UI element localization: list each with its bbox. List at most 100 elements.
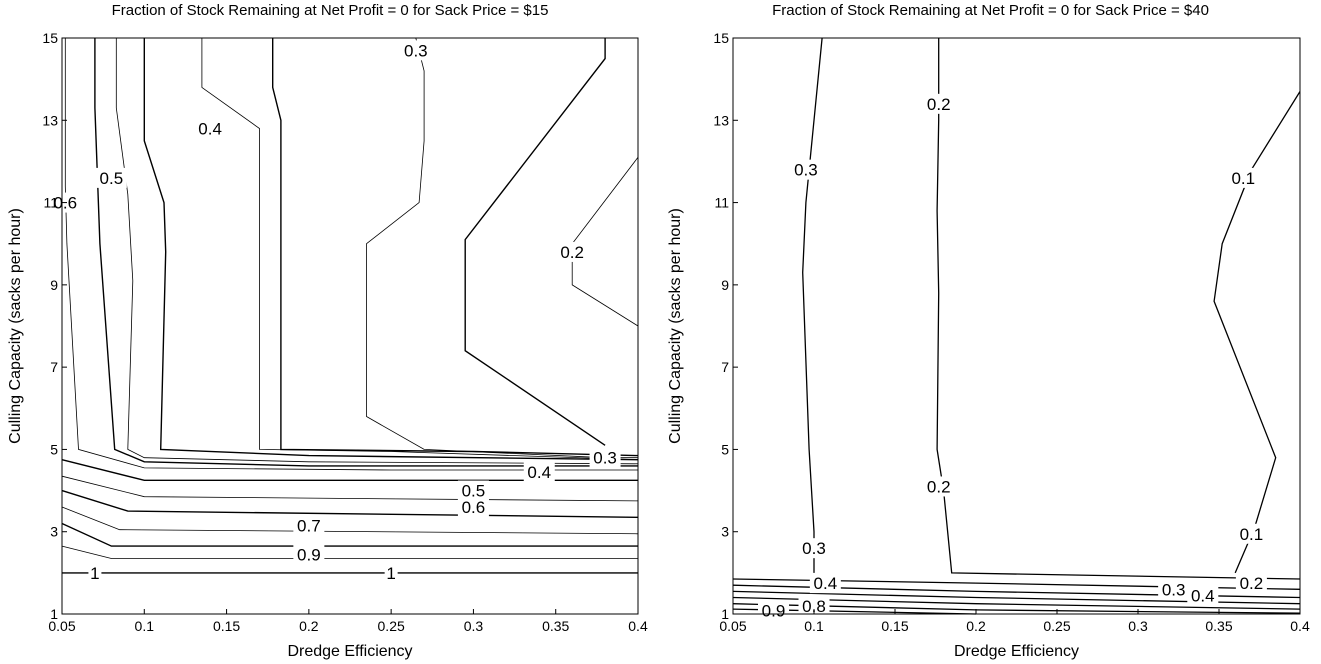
x-tick-label: 0.05 <box>48 618 75 634</box>
x-tick-label: 0.25 <box>1043 618 1070 634</box>
x-tick-label: 0.15 <box>213 618 240 634</box>
x-tick-label: 0.4 <box>628 618 648 634</box>
contour-label-bg <box>809 573 841 594</box>
contour-label-bg <box>1235 523 1267 544</box>
contour-label: 0.9 <box>762 602 786 621</box>
contour-line <box>936 38 1301 580</box>
y-axis-label: Culling Capacity (sacks per hour) <box>7 208 24 444</box>
contour-plot: 1 10.90.70.60.50.40.60.50.40.30.30.20.05 0… <box>7 30 648 660</box>
contour-line <box>94 38 638 467</box>
contour-label-bg <box>384 562 398 583</box>
y-tick-label: 7 <box>721 359 729 375</box>
contour-label-bg <box>1227 167 1259 188</box>
x-axis-label: Dredge Efficiency <box>954 643 1079 660</box>
contour-label-bg <box>798 595 830 616</box>
plot-frame <box>61 37 639 615</box>
y-axis-label: Culling Capacity (sacks per hour) <box>667 208 684 444</box>
contour-label: 0.3 <box>802 539 826 558</box>
x-tick-label: 0.3 <box>464 618 484 634</box>
contour-line <box>61 489 639 518</box>
contour-label: 0.2 <box>927 477 951 496</box>
contour-label: 0.2 <box>560 243 584 262</box>
contour-label: 0.4 <box>198 120 222 139</box>
contour-label-bg <box>923 93 955 114</box>
contour-label-bg <box>400 40 432 61</box>
contour-line <box>115 38 639 465</box>
x-tick-label: 0.4 <box>1290 618 1310 634</box>
contour-line <box>61 545 638 559</box>
contour-label: 0.1 <box>1240 525 1264 544</box>
y-tick-label: 11 <box>714 195 729 211</box>
x-tick-label: 0.2 <box>299 618 319 634</box>
contour-label: 0.2 <box>927 95 951 114</box>
contour-label: 0.3 <box>593 449 617 468</box>
contour-label: 0.3 <box>794 161 818 180</box>
contour-label-bg <box>293 544 325 565</box>
contour-plot: 0.3 0.3 0.2 0.2 0.2 0.1 0.1 0.3 0.4 0.4 0.8 0.9 0.05… <box>667 30 1310 660</box>
y-tick-label: 1 <box>721 606 729 622</box>
x-tick-label: 0.05 <box>719 618 746 634</box>
contour-label: 0.8 <box>802 597 826 616</box>
y-tick-label: 5 <box>50 441 58 457</box>
plot-frame <box>732 37 1301 615</box>
x-tick-label: 0.35 <box>542 618 569 634</box>
x-tick-label: 0.2 <box>966 618 986 634</box>
contour-label-bg <box>758 600 789 621</box>
contour-label: 0.7 <box>297 517 321 536</box>
contour-line <box>464 38 606 446</box>
contour-label: 0.2 <box>1240 574 1264 593</box>
contour-line <box>64 38 638 471</box>
contour-label-bg <box>523 462 555 483</box>
contour-label: 0.1 <box>1231 169 1255 188</box>
y-tick-label: 9 <box>50 277 58 293</box>
contour-label-bg <box>556 241 588 262</box>
x-tick-label: 0.35 <box>1205 618 1232 634</box>
contour-label-bg <box>790 159 822 180</box>
x-tick-label: 0.25 <box>378 618 405 634</box>
contour-line <box>61 506 639 535</box>
chart-title: Fraction of Stock Remaining at Net Profi… <box>111 2 549 19</box>
contour-label-bg <box>457 497 489 518</box>
y-tick-label: 13 <box>713 112 729 128</box>
contour-label: 0.3 <box>404 41 428 60</box>
contour-line <box>366 37 638 459</box>
contour-label: 0.6 <box>462 498 486 517</box>
y-tick-label: 13 <box>42 112 58 128</box>
contour-line <box>143 38 639 461</box>
x-tick-label: 0.1 <box>804 618 824 634</box>
contour-label-bg <box>1235 573 1267 594</box>
x-tick-label: 0.3 <box>1128 618 1148 634</box>
contour-label-bg <box>88 562 102 583</box>
contour-line <box>802 37 823 573</box>
contour-label-bg <box>798 538 830 559</box>
y-tick-label: 9 <box>721 277 729 293</box>
contour-label-bg <box>1158 579 1190 600</box>
x-axis-label: Dredge Efficiency <box>287 643 412 660</box>
contour-label: 0.4 <box>814 574 838 593</box>
contour-label: 0.3 <box>1162 580 1186 599</box>
y-tick-label: 1 <box>50 606 58 622</box>
y-tick-label: 3 <box>721 524 729 540</box>
contour-line <box>201 38 639 461</box>
contour-label: 0.9 <box>297 545 321 564</box>
x-tick-label: 0.1 <box>135 618 155 634</box>
y-tick-label: 15 <box>713 30 729 46</box>
y-tick-label: 7 <box>50 359 58 375</box>
contour-label-bg <box>923 476 955 497</box>
contour-label: 0.4 <box>527 463 551 482</box>
contour-label-bg <box>293 515 325 536</box>
contour-label-bg <box>194 118 226 139</box>
contour-label: 0.4 <box>1191 586 1215 605</box>
chart-panel-right: Fraction of Stock Remaining at Net Profi… <box>660 0 1321 664</box>
y-tick-label: 3 <box>50 524 58 540</box>
contour-line <box>61 459 638 481</box>
x-tick-label: 0.15 <box>881 618 908 634</box>
contour-line <box>571 157 639 327</box>
chart-panel-left: Fraction of Stock Remaining at Net Profi… <box>0 0 660 664</box>
contour-label: 1 <box>386 564 395 583</box>
y-tick-label: 15 <box>42 30 58 46</box>
contour-line <box>1213 91 1301 574</box>
chart-title: Fraction of Stock Remaining at Net Profi… <box>772 2 1209 19</box>
contour-line <box>61 522 638 547</box>
contour-label: 1 <box>90 564 99 583</box>
